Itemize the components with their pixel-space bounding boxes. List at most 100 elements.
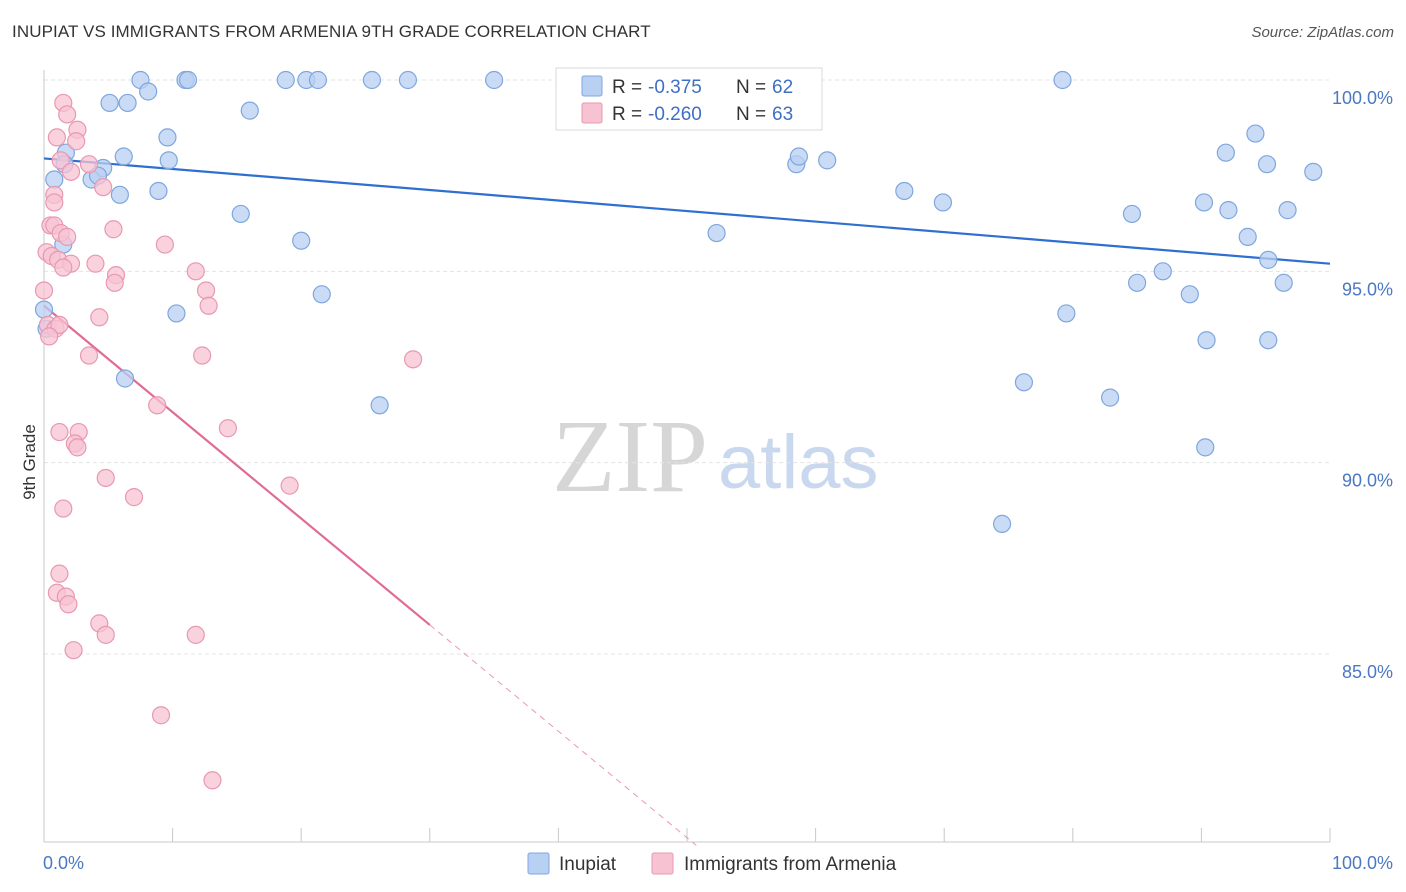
point-armenia <box>68 438 87 457</box>
point-armenia <box>45 193 64 212</box>
legend-r-value-armenia: -0.260 <box>648 104 702 125</box>
point-inupiat <box>240 101 259 120</box>
point-inupiat <box>933 193 953 212</box>
point-inupiat <box>158 128 177 147</box>
point-armenia <box>105 273 124 292</box>
point-inupiat <box>992 514 1012 533</box>
point-inupiat <box>707 223 726 243</box>
point-armenia <box>67 132 86 151</box>
point-armenia <box>151 706 171 725</box>
series-legend-label-armenia: Immigrants from Armenia <box>684 854 897 875</box>
point-inupiat <box>1259 250 1278 269</box>
point-inupiat <box>1216 143 1235 162</box>
point-inupiat <box>34 300 54 319</box>
trend-layer <box>43 157 1331 846</box>
point-inupiat <box>1194 193 1214 212</box>
point-armenia <box>96 468 115 488</box>
point-inupiat <box>167 304 186 323</box>
point-armenia <box>94 178 113 197</box>
point-inupiat <box>139 82 158 101</box>
point-inupiat <box>110 185 129 204</box>
point-inupiat <box>485 70 504 90</box>
point-inupiat <box>149 181 168 201</box>
axis-layer: 85.0% 90.0% 95.0% 100.0% <box>43 70 1393 843</box>
point-inupiat <box>1153 262 1172 281</box>
point-armenia <box>218 419 237 438</box>
point-armenia <box>50 422 69 442</box>
point-inupiat <box>1278 201 1297 220</box>
y-tick-label: 85.0% <box>1342 662 1393 682</box>
legend-n-value-armenia: 63 <box>772 104 793 125</box>
point-inupiat <box>312 285 331 304</box>
legend-n-label-inupiat: N = <box>736 77 766 98</box>
point-inupiat <box>370 396 389 415</box>
point-armenia <box>280 476 299 495</box>
point-inupiat <box>292 231 311 250</box>
legend-n-value-inupiat: 62 <box>772 77 793 98</box>
point-armenia <box>124 488 144 507</box>
point-armenia <box>203 771 222 790</box>
point-inupiat <box>1259 331 1278 350</box>
legend-swatch-inupiat <box>581 75 603 97</box>
point-armenia <box>50 564 69 583</box>
points-layer <box>34 70 1323 790</box>
point-inupiat <box>1304 162 1323 181</box>
point-armenia <box>61 162 81 181</box>
point-inupiat <box>1053 70 1072 90</box>
point-armenia <box>79 155 99 174</box>
point-armenia <box>58 227 77 246</box>
point-armenia <box>59 595 78 614</box>
legend-r-label-inupiat: R = <box>612 77 642 98</box>
point-armenia <box>90 308 109 327</box>
trend-line-extension-armenia <box>429 624 697 846</box>
point-armenia <box>186 262 205 281</box>
y-axis-label: 9th Grade <box>20 424 39 500</box>
point-inupiat <box>159 151 178 170</box>
point-inupiat <box>100 93 119 113</box>
x-tick-label-max: 100.0% <box>1332 853 1393 873</box>
point-armenia <box>40 327 59 346</box>
point-inupiat <box>1057 304 1076 323</box>
series-legend-label-inupiat: Inupiat <box>559 854 617 875</box>
point-armenia <box>186 625 205 644</box>
point-inupiat <box>1100 388 1120 407</box>
point-inupiat <box>362 70 382 90</box>
y-tick-label: 100.0% <box>1332 88 1393 108</box>
point-armenia <box>403 350 423 369</box>
point-armenia <box>148 396 167 415</box>
legend-r-label-armenia: R = <box>612 104 642 125</box>
point-inupiat <box>1197 331 1216 350</box>
point-inupiat <box>895 181 914 201</box>
point-inupiat <box>178 70 198 90</box>
y-tick-label: 90.0% <box>1342 471 1393 491</box>
point-armenia <box>96 625 115 644</box>
point-inupiat <box>115 369 135 388</box>
trend-line-inupiat <box>43 157 1331 265</box>
legend-swatch-armenia <box>581 102 603 124</box>
watermark-atlas: atlas <box>718 420 879 505</box>
series-legend: Inupiat Immigrants from Armenia <box>527 852 897 875</box>
point-armenia <box>54 499 73 518</box>
point-inupiat <box>398 70 418 90</box>
point-armenia <box>196 281 216 300</box>
trend-line-armenia <box>43 304 431 626</box>
point-armenia <box>58 105 77 124</box>
legend-r-value-inupiat: -0.375 <box>648 77 702 98</box>
series-legend-swatch-inupiat <box>527 852 550 875</box>
point-inupiat <box>1246 124 1265 143</box>
point-armenia <box>199 296 218 315</box>
point-inupiat <box>1122 204 1142 224</box>
y-tick-label: 95.0% <box>1342 279 1393 299</box>
point-inupiat <box>1238 227 1257 246</box>
point-inupiat <box>118 93 137 113</box>
point-armenia <box>155 235 174 254</box>
point-inupiat <box>1127 273 1147 292</box>
point-inupiat <box>1180 285 1199 304</box>
chart-source: Source: ZipAtlas.com <box>1251 24 1394 41</box>
point-armenia <box>79 346 99 365</box>
watermark-zip: ZIP <box>552 399 708 514</box>
point-inupiat <box>308 70 328 90</box>
point-armenia <box>104 220 123 239</box>
point-armenia <box>34 281 54 300</box>
